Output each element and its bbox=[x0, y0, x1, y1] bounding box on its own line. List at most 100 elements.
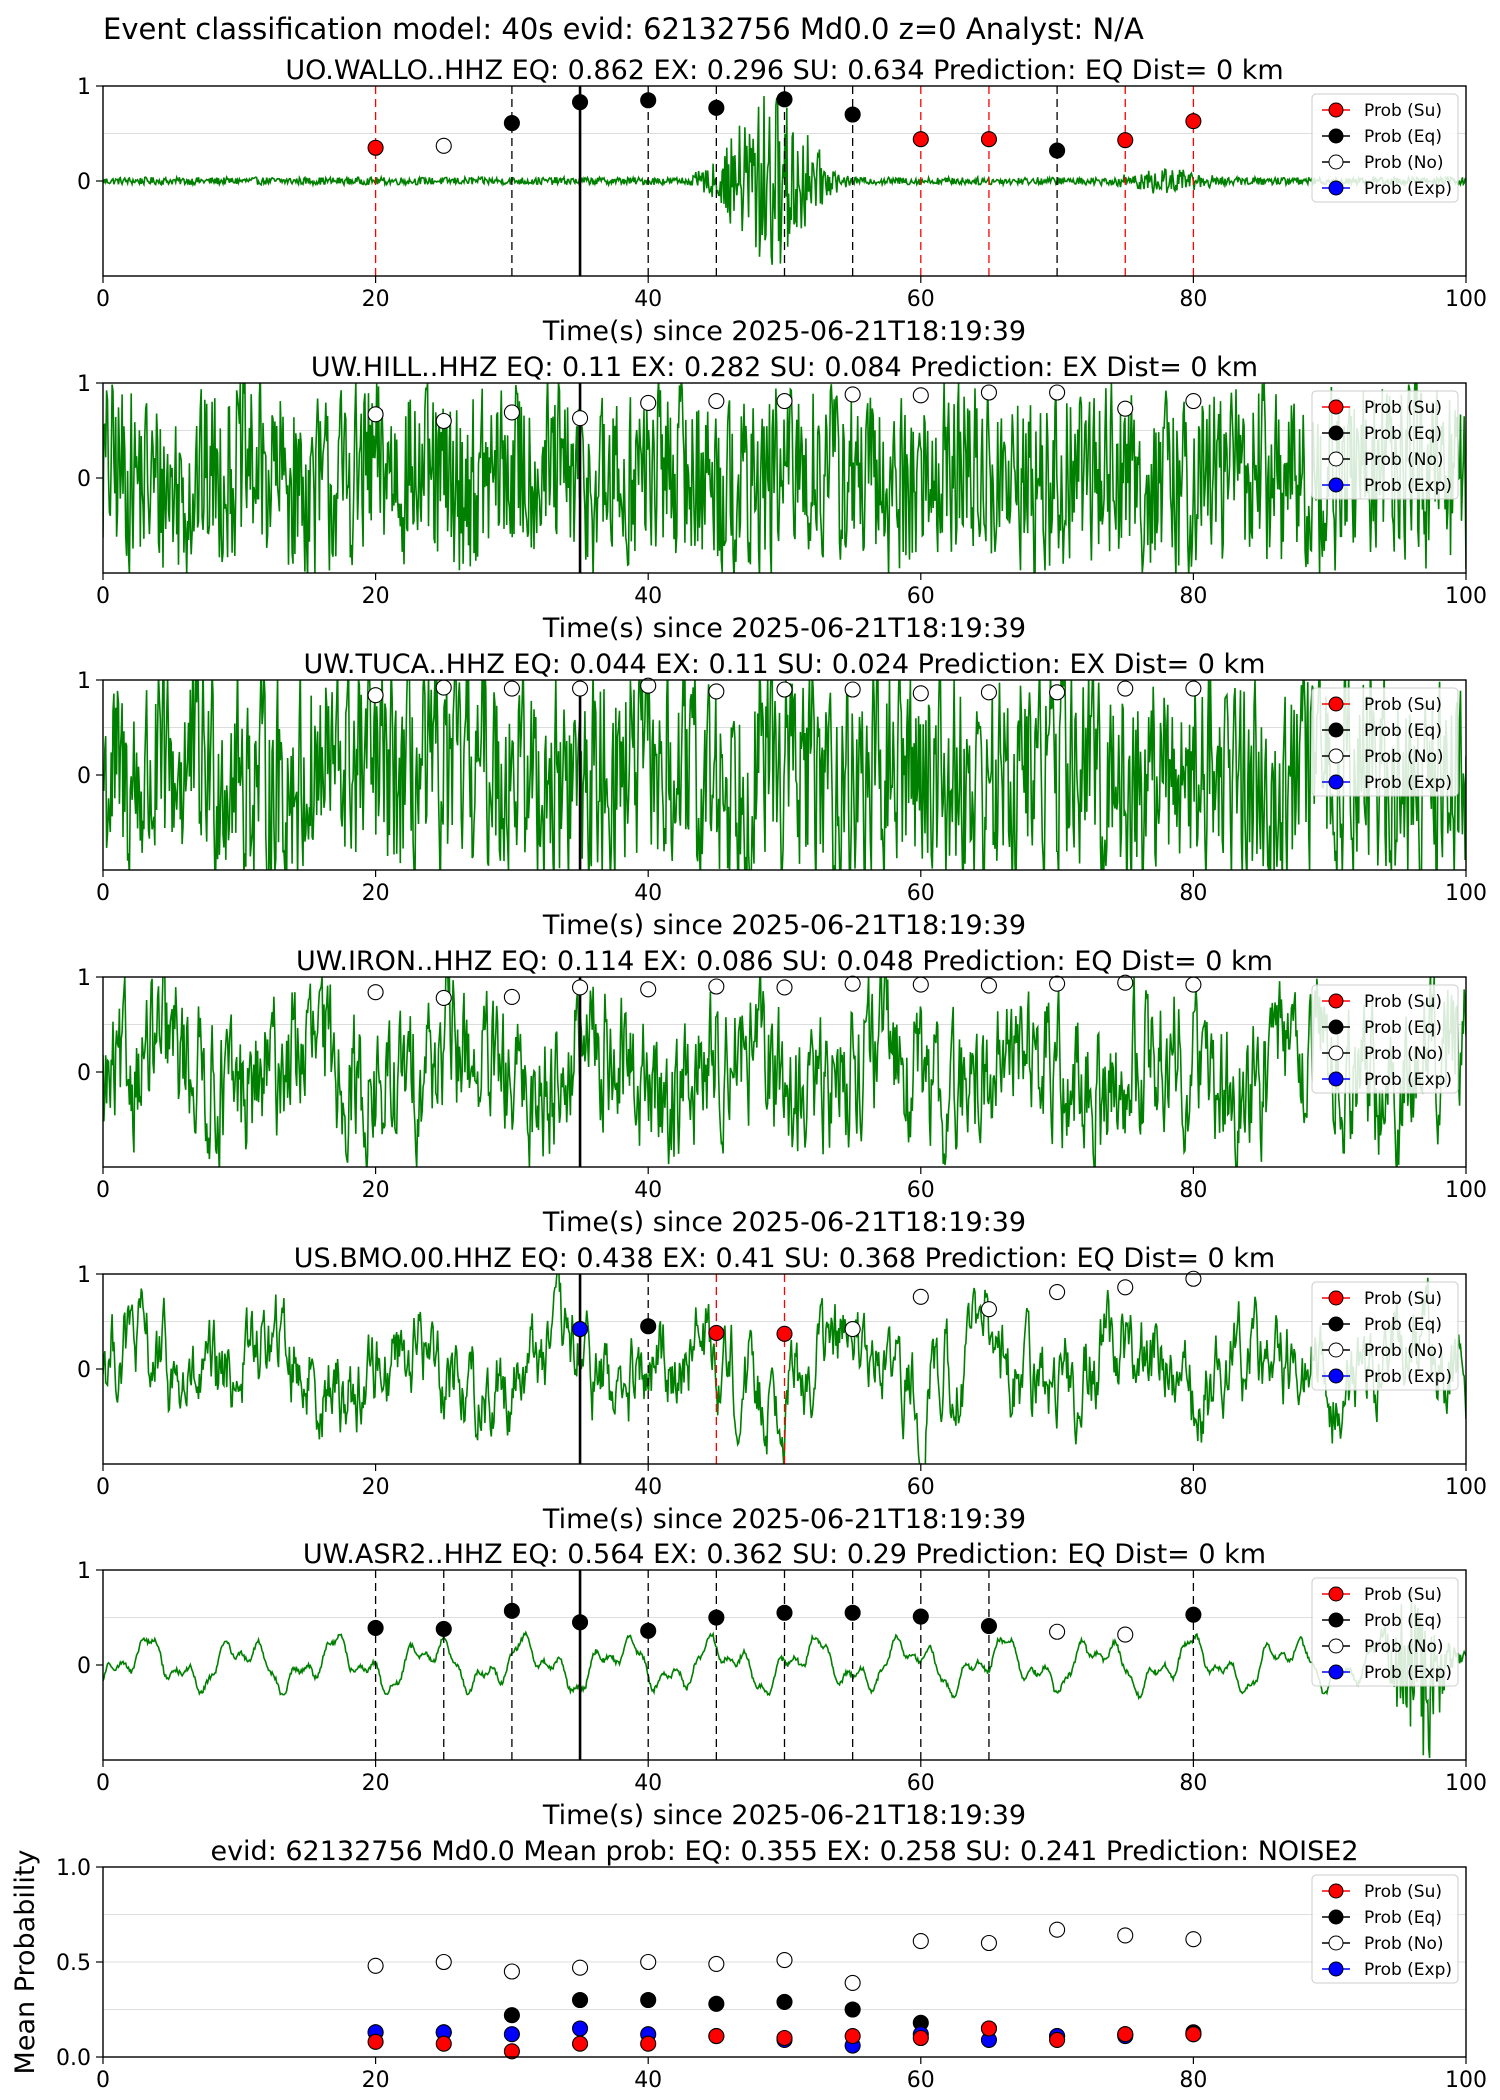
mean-prob-exp-3 bbox=[571, 2020, 589, 2037]
prob-marker-eq-9 bbox=[980, 1618, 998, 1635]
legend-box bbox=[1311, 1874, 1459, 1984]
x-axis-label: Time(s) since 2025-06-21T18:19:39 bbox=[542, 1800, 1026, 1831]
legend-marker-2 bbox=[1328, 1342, 1344, 1358]
legend-marker-1 bbox=[1328, 1019, 1344, 1035]
legend-label-0: Prob (Su) bbox=[1364, 1882, 1442, 1902]
x-tick-label: 100 bbox=[1445, 2068, 1487, 2093]
legend-marker-2 bbox=[1328, 1935, 1344, 1951]
legend-box bbox=[1311, 93, 1459, 203]
prob-marker-su-12 bbox=[1185, 113, 1202, 130]
legend-label-1: Prob (Eq) bbox=[1364, 424, 1442, 444]
y-tick-label: 1 bbox=[77, 669, 91, 694]
mean-prob-no-5 bbox=[708, 1955, 725, 1972]
legend-label-1: Prob (Eq) bbox=[1364, 1611, 1442, 1631]
legend-marker-1 bbox=[1328, 128, 1344, 144]
y-tick-label: 1 bbox=[77, 372, 91, 397]
y-tick-label: 0 bbox=[77, 764, 91, 789]
x-tick-label: 80 bbox=[1179, 2068, 1207, 2093]
legend-label-1: Prob (Eq) bbox=[1364, 127, 1442, 147]
x-tick-label: 20 bbox=[362, 1178, 390, 1203]
prob-marker-eq-1 bbox=[640, 1318, 657, 1335]
prob-marker-no-5 bbox=[708, 683, 725, 700]
prob-marker-no-8 bbox=[912, 387, 929, 404]
prob-marker-no-2 bbox=[503, 404, 520, 421]
x-tick-label: 20 bbox=[362, 1475, 390, 1500]
prob-marker-eq-4 bbox=[640, 92, 657, 109]
x-tick-label: 60 bbox=[907, 1475, 935, 1500]
prob-marker-su-8 bbox=[912, 131, 929, 148]
prob-marker-no-0 bbox=[367, 687, 384, 704]
x-tick-label: 100 bbox=[1445, 1771, 1487, 1796]
x-tick-label: 20 bbox=[362, 287, 390, 312]
prob-marker-no-0 bbox=[367, 984, 384, 1001]
prob-marker-no-11 bbox=[1117, 400, 1134, 417]
waveform-trace bbox=[103, 383, 1466, 573]
x-tick-label: 40 bbox=[634, 881, 662, 906]
legend-label-3: Prob (Exp) bbox=[1364, 773, 1452, 793]
legend-label-1: Prob (Eq) bbox=[1364, 1908, 1442, 1928]
legend-marker-1 bbox=[1328, 425, 1344, 441]
legend-marker-2 bbox=[1328, 1045, 1344, 1061]
mean-prob-su-5 bbox=[708, 2028, 725, 2045]
x-tick-label: 20 bbox=[362, 2068, 390, 2093]
mean-prob-eq-3 bbox=[571, 1991, 589, 2009]
legend-label-2: Prob (No) bbox=[1364, 1934, 1444, 1954]
prob-marker-eq-6 bbox=[776, 91, 793, 108]
legend-box bbox=[1311, 1281, 1459, 1391]
prob-marker-no-7 bbox=[844, 681, 861, 698]
x-tick-label: 100 bbox=[1445, 1475, 1487, 1500]
prob-marker-no-5 bbox=[708, 392, 725, 410]
figure-suptitle: Event classification model: 40s evid: 62… bbox=[103, 12, 1144, 46]
legend-label-0: Prob (Su) bbox=[1364, 1289, 1442, 1309]
legend-marker-0 bbox=[1328, 1586, 1344, 1602]
prob-marker-no-10 bbox=[1049, 684, 1066, 701]
mean-prob-no-2 bbox=[503, 1963, 520, 1980]
mean-prob-su-9 bbox=[980, 2020, 998, 2037]
prob-marker-eq-3 bbox=[571, 94, 589, 111]
prob-marker-no-8 bbox=[912, 685, 929, 702]
waveform-trace bbox=[103, 1588, 1466, 1758]
legend-marker-1 bbox=[1328, 1612, 1344, 1628]
mean-prob-eq-7 bbox=[844, 2001, 861, 2018]
x-tick-label: 80 bbox=[1179, 287, 1207, 312]
prob-marker-no-12 bbox=[1185, 680, 1202, 697]
x-tick-label: 20 bbox=[362, 1771, 390, 1796]
legend-label-3: Prob (Exp) bbox=[1364, 1960, 1452, 1980]
prob-marker-no-2 bbox=[503, 988, 520, 1006]
x-tick-label: 40 bbox=[634, 1771, 662, 1796]
subplot-0: UO.WALLO..HHZ EQ: 0.862 EX: 0.296 SU: 0.… bbox=[77, 55, 1487, 347]
prob-marker-eq-7 bbox=[844, 1604, 861, 1621]
legend-label-2: Prob (No) bbox=[1364, 153, 1444, 173]
mean-prob-su-11 bbox=[1117, 2026, 1134, 2043]
prob-marker-eq-4 bbox=[640, 1622, 657, 1639]
y-tick-label: 0.0 bbox=[56, 2046, 91, 2071]
x-tick-label: 60 bbox=[907, 1178, 935, 1203]
x-tick-label: 60 bbox=[907, 584, 935, 609]
prob-marker-no-2 bbox=[503, 680, 520, 697]
mean-prob-no-7 bbox=[844, 1974, 861, 1991]
prob-marker-no-1 bbox=[435, 989, 452, 1006]
prob-marker-eq-1 bbox=[435, 1620, 452, 1637]
y-tick-label: 1 bbox=[77, 966, 91, 991]
legend-label-1: Prob (Eq) bbox=[1364, 1315, 1442, 1335]
legend-label-2: Prob (No) bbox=[1364, 1044, 1444, 1064]
x-tick-label: 80 bbox=[1179, 1178, 1207, 1203]
legend-marker-3 bbox=[1328, 477, 1344, 493]
mean-prob-su-3 bbox=[571, 2035, 589, 2052]
legend-marker-0 bbox=[1328, 993, 1344, 1009]
mean-prob-no-9 bbox=[980, 1934, 998, 1952]
x-tick-label: 60 bbox=[907, 287, 935, 312]
subplot-2: UW.TUCA..HHZ EQ: 0.044 EX: 0.11 SU: 0.02… bbox=[77, 649, 1487, 941]
legend-marker-0 bbox=[1328, 399, 1344, 415]
prob-marker-eq-8 bbox=[912, 1608, 929, 1625]
prob-marker-no-11 bbox=[1117, 974, 1134, 991]
x-tick-label: 0 bbox=[96, 1178, 110, 1203]
prob-marker-no-6 bbox=[776, 681, 793, 698]
mean-prob-no-1 bbox=[435, 1953, 452, 1971]
prob-marker-eq-3 bbox=[571, 1614, 589, 1631]
prob-marker-no-4 bbox=[640, 677, 657, 694]
y-tick-label: 0.5 bbox=[56, 1951, 91, 1976]
y-axis-label: Mean Probability bbox=[10, 1850, 41, 2075]
prob-marker-no-5 bbox=[708, 978, 725, 995]
prob-marker-no-4 bbox=[844, 1321, 861, 1338]
